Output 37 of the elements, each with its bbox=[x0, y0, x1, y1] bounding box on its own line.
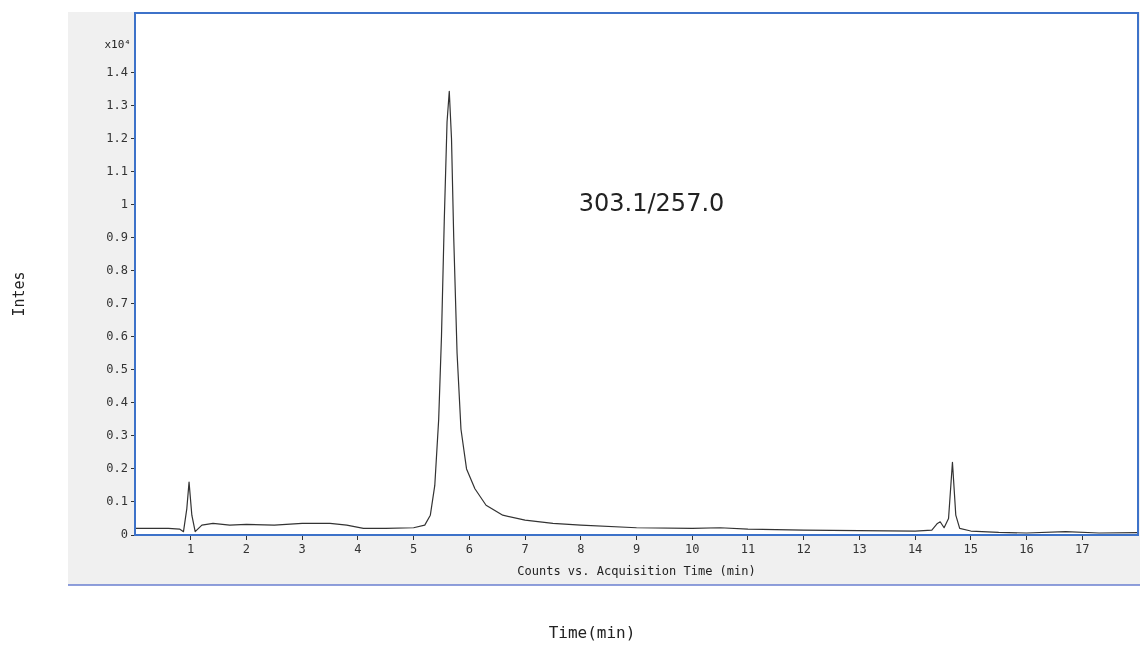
text: Intes bbox=[9, 271, 28, 317]
y-tick-label: 0.3 bbox=[106, 428, 128, 443]
y-tick-label: 1 bbox=[120, 196, 128, 211]
x-tick-label: 5 bbox=[409, 542, 418, 557]
x-axis-title: Counts vs. Acquisition Time (min) bbox=[517, 564, 756, 579]
x-tick-label: 9 bbox=[632, 542, 641, 557]
text: Time(min) bbox=[548, 623, 636, 643]
x-tick-label: 10 bbox=[685, 542, 700, 557]
x-tick-label: 7 bbox=[521, 542, 529, 557]
y-tick-label: 1.2 bbox=[106, 130, 128, 145]
y-tick-label: 0.5 bbox=[106, 361, 128, 376]
x-tick-label: 16 bbox=[1019, 542, 1034, 557]
y-tick-label: 0.9 bbox=[106, 229, 128, 244]
x-tick-label: 13 bbox=[852, 542, 867, 557]
y-tick-label: 0.4 bbox=[106, 394, 128, 409]
y-tick-label: 0.1 bbox=[106, 494, 128, 509]
x-tick-label: 17 bbox=[1075, 542, 1090, 557]
x-tick-label: 3 bbox=[298, 542, 306, 557]
y-tick-label: 0.8 bbox=[106, 262, 128, 277]
x-tick-label: 12 bbox=[796, 542, 811, 557]
x-tick-label: 8 bbox=[577, 542, 585, 557]
y-tick-label: 0.2 bbox=[106, 461, 128, 476]
x-tick-label: 11 bbox=[740, 542, 756, 557]
y-tick-label: 1.1 bbox=[106, 163, 128, 178]
x-tick-label: 1 bbox=[187, 542, 195, 557]
y-tick-label: 0 bbox=[120, 527, 128, 542]
y-tick-label: 1.3 bbox=[106, 97, 128, 112]
x-tick-label: 15 bbox=[963, 542, 979, 557]
text: x10⁴ bbox=[104, 37, 131, 51]
x-tick-label: 2 bbox=[242, 542, 251, 557]
x-tick-label: 6 bbox=[465, 542, 473, 557]
y-tick-label: 0.6 bbox=[106, 328, 128, 343]
y-tick-label: 0.7 bbox=[106, 295, 128, 310]
y-tick-label: 1.4 bbox=[106, 64, 128, 79]
annotation: 303.1/257.0 bbox=[578, 189, 725, 218]
x-tick-label: 4 bbox=[354, 542, 362, 557]
x-tick-label: 14 bbox=[907, 542, 923, 557]
